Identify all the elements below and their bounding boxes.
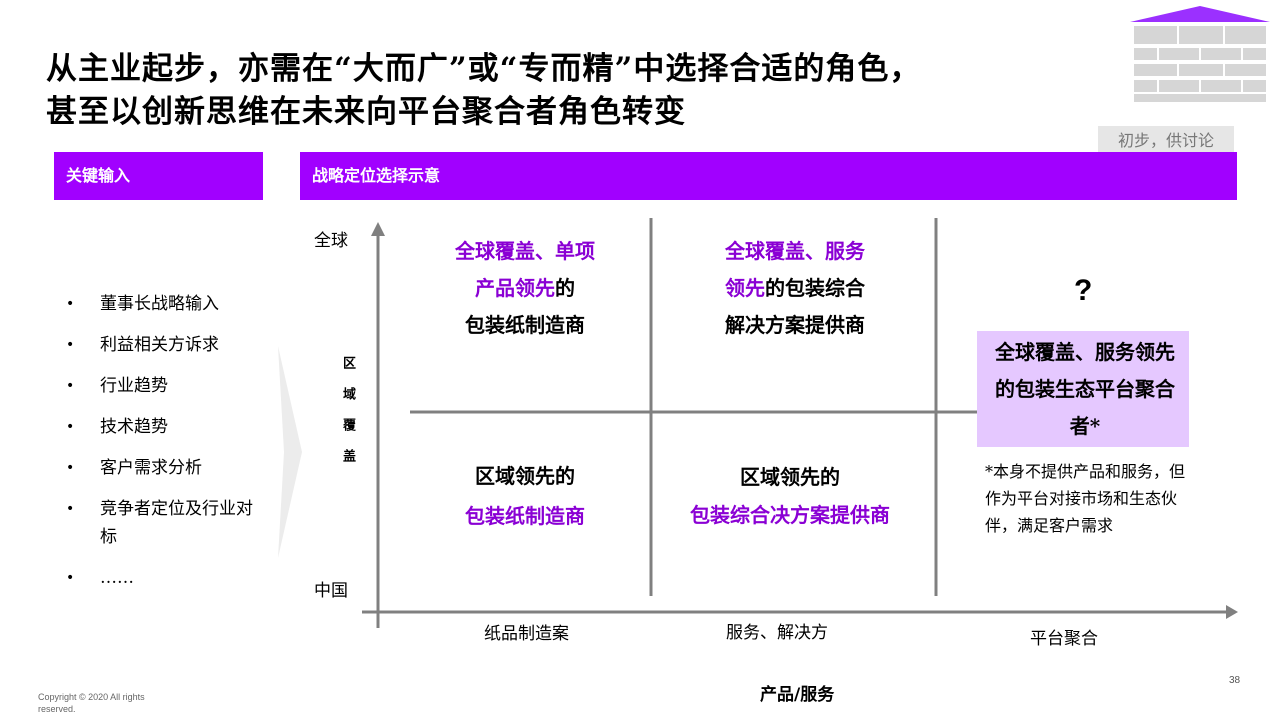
- cell-text-purple: 全球覆盖、单项产品领先的: [455, 239, 595, 300]
- page-title: 从主业起步，亦需在“大而广”或“专而精”中选择合适的角色， 甚至以创新思维在未来…: [46, 48, 921, 134]
- platform-aggregator-text: 全球覆盖、服务领先的包装生态平台聚合者*: [995, 340, 1175, 438]
- y-axis-bottom-label: 中国: [314, 581, 348, 601]
- list-item: 竞争者定位及行业对标: [62, 495, 262, 551]
- cell-text-purple: 领先: [725, 276, 765, 300]
- list-item: 行业趋势: [62, 372, 262, 400]
- title-line-1: 从主业起步，亦需在“大而广”或“专而精”中选择合适的角色，: [46, 51, 922, 87]
- cell-text-purple: 包装纸制造商: [465, 504, 585, 528]
- footnote: *本身不提供产品和服务，但作为平台对接市场和生态伙伴，满足客户需求: [985, 462, 1186, 535]
- x-axis-col-label-3: 平台聚合: [1030, 629, 1098, 649]
- cell-text-black: 区域领先的: [740, 465, 840, 489]
- cell-text-purple: 包装综合决方案提供商: [690, 503, 890, 527]
- platform-aggregator-box: [977, 331, 1189, 447]
- x-axis-arrow-icon: [1226, 605, 1238, 619]
- list-item: ……: [62, 564, 262, 592]
- cell-text-black: 包装纸制造商: [465, 313, 585, 337]
- page-number: 38: [1229, 675, 1241, 686]
- y-axis-title: 区域覆盖: [340, 356, 355, 480]
- copyright: Copyright © 2020 All rights reserved.: [38, 692, 145, 714]
- y-axis-arrow-icon: [371, 222, 385, 236]
- key-inputs-list: 董事长战略输入 利益相关方诉求 行业趋势 技术趋势 客户需求分析 竞争者定位及行…: [62, 290, 262, 605]
- x-axis-col-label-1: 纸品制造案: [484, 624, 569, 644]
- y-axis-top-label: 全球: [314, 231, 348, 251]
- cell-text-black: 解决方案提供商: [725, 313, 865, 337]
- strategy-header: 战略定位选择示意: [300, 152, 1237, 200]
- cell-regional-service-leader: 区域领先的 包装综合决方案提供商: [690, 458, 890, 534]
- list-item: 利益相关方诉求: [62, 331, 262, 359]
- cell-global-service-leader: 全球覆盖、服务 领先的包装综合 解决方案提供商: [680, 233, 910, 344]
- list-item: 董事长战略输入: [62, 290, 262, 318]
- title-line-2: 甚至以创新思维在未来向平台聚合者角色转变: [46, 94, 686, 130]
- logo-icon: [1130, 6, 1270, 102]
- x-axis-col-label-2: 服务、解决方: [726, 623, 828, 643]
- cell-text-black: 区域领先的: [475, 464, 575, 488]
- chevron-right-icon: [278, 346, 302, 558]
- cell-global-product-leader: 全球覆盖、单项产品领先的 包装纸制造商: [420, 233, 630, 344]
- list-item: 技术趋势: [62, 413, 262, 441]
- question-mark: ?: [1074, 274, 1093, 307]
- cell-text-black: 的包装综合: [765, 276, 865, 300]
- list-item: 客户需求分析: [62, 454, 262, 482]
- cell-text-purple: 全球覆盖、服务: [725, 239, 865, 263]
- status-tag: 初步，供讨论: [1098, 126, 1234, 156]
- key-inputs-header: 关键输入: [54, 152, 263, 200]
- x-axis-title: 产品/服务: [760, 685, 835, 705]
- cell-regional-product-leader: 区域领先的 包装纸制造商: [420, 456, 630, 536]
